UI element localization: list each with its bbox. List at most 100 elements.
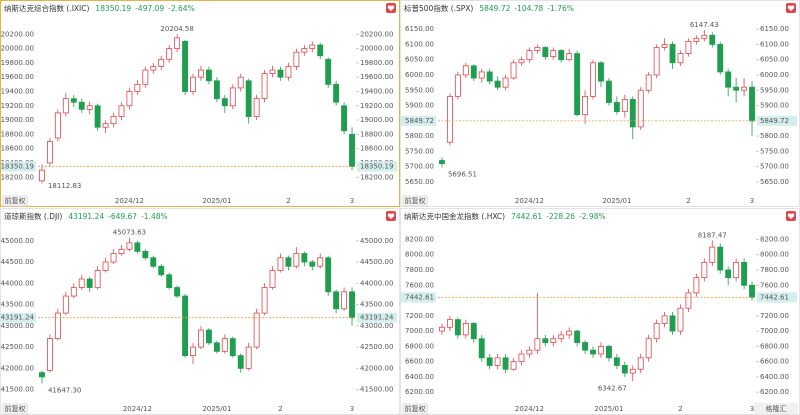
y-tick-label-left: 5750.00	[405, 147, 434, 155]
candle-body	[301, 253, 308, 263]
candle-body	[645, 338, 652, 359]
candle-body	[182, 41, 189, 92]
y-tick-label-right: 6400.00	[760, 373, 789, 381]
panel-frame	[400, 208, 800, 415]
price-tag-right: 5849.72	[760, 117, 789, 125]
candle-body	[534, 47, 541, 51]
price-tag-right-bg	[357, 312, 397, 323]
candle-body	[621, 365, 628, 374]
candle-body	[550, 50, 557, 58]
candle-body	[205, 329, 212, 344]
y-tick-label-left: 5700.00	[405, 163, 434, 171]
candle-body	[717, 246, 724, 271]
candle-body	[269, 69, 276, 75]
candle-body	[190, 76, 196, 92]
candle-body	[439, 326, 445, 332]
adjust-button-bg[interactable]	[2, 403, 28, 415]
y-tick-label-right: 20000.00	[360, 45, 393, 53]
y-tick-label-right: 7000.00	[760, 327, 789, 335]
adjust-button[interactable]: 前复权	[5, 404, 26, 413]
candle-body	[550, 338, 557, 343]
candle-body	[741, 261, 748, 286]
candle-body	[661, 315, 668, 324]
candle-body	[677, 307, 684, 332]
candle-body	[190, 346, 196, 356]
adjust-button[interactable]: 前复权	[405, 404, 426, 413]
candle-body	[166, 48, 173, 60]
favorite-heart	[787, 5, 795, 11]
candle-body	[198, 329, 204, 348]
candle-body	[677, 53, 684, 64]
adjust-button-bg[interactable]	[2, 195, 28, 207]
adjust-button[interactable]: 前复权	[5, 196, 26, 205]
candle-body	[542, 338, 549, 343]
y-tick-label-right: 6200.00	[760, 388, 789, 396]
price-tag-right: 7442.61	[760, 293, 789, 301]
candle-body	[645, 74, 652, 91]
candle-body	[598, 345, 604, 355]
price-tag-left-bg	[401, 292, 436, 303]
candle-body	[439, 160, 445, 164]
price-tag-left-bg	[1, 161, 36, 172]
candle-body	[102, 261, 109, 271]
candle-body	[613, 102, 620, 113]
y-tick-label-right: 44000.00	[360, 279, 393, 287]
candle-body	[70, 98, 77, 103]
candle-body	[78, 101, 85, 110]
y-tick-label-right: 5700.00	[760, 163, 789, 171]
candle-body	[590, 62, 596, 97]
x-tick-label: 2025/01	[202, 405, 231, 413]
x-tick-label: 2	[686, 197, 690, 205]
y-tick-label-left: 6100.00	[405, 40, 434, 48]
price-tag-left: 5849.72	[405, 117, 434, 125]
max-annotation: 20204.58	[160, 25, 193, 33]
candle-body	[669, 44, 676, 64]
price-tag-right: 18350.19	[360, 163, 393, 171]
candle-body	[653, 323, 660, 340]
candle-body	[725, 269, 732, 279]
candle-body	[261, 73, 268, 100]
adjust-button-bg[interactable]	[402, 195, 428, 207]
candle-body	[86, 278, 93, 288]
candle-body	[534, 338, 541, 351]
y-tick-label-right: 43000.00	[360, 322, 393, 330]
panel-header: 标普500指数 (.SPX) 5849.72 -104.78 -1.76%	[404, 3, 574, 13]
candle-body	[558, 50, 565, 61]
y-tick-label-left: 7000.00	[405, 327, 434, 335]
candle-body	[717, 44, 724, 73]
candle-body	[110, 253, 117, 263]
candle-body	[605, 345, 612, 359]
candle-body	[213, 80, 220, 100]
candle-body	[166, 274, 173, 288]
candle-body	[454, 74, 461, 97]
adjust-button-bg[interactable]	[402, 403, 428, 415]
candle-body	[118, 105, 125, 117]
price-tag-right: 43191.24	[360, 314, 394, 322]
last-price: 18350.19	[95, 4, 131, 13]
y-tick-label-right: 43500.00	[360, 301, 393, 309]
y-tick-label-right: 6150.00	[760, 25, 789, 33]
candle-body	[733, 86, 740, 91]
x-tick-label: 2	[678, 405, 682, 413]
index-title: 纳斯达克综合指数 (.IXIC)	[4, 3, 89, 13]
candle-body	[150, 257, 157, 267]
y-tick-label-right: 6100.00	[760, 40, 789, 48]
candle-body	[134, 242, 141, 252]
candle-body	[598, 62, 604, 82]
candle-body	[158, 265, 165, 276]
change: -104.78	[514, 4, 543, 13]
adjust-button[interactable]: 前复权	[405, 196, 426, 205]
candle-body	[39, 169, 45, 182]
y-tick-label-left: 45000.00	[1, 237, 34, 245]
candle-body	[502, 77, 509, 88]
y-tick-label-left: 6200.00	[405, 388, 434, 396]
candle-body	[582, 342, 589, 351]
candle-body	[341, 291, 348, 310]
last-price: 43191.24	[68, 212, 104, 221]
x-tick-label: 2025/01	[594, 405, 623, 413]
y-tick-label-left: 44500.00	[1, 258, 34, 266]
y-tick-label-right: 6050.00	[760, 56, 789, 64]
y-tick-label-left: 43500.00	[1, 301, 34, 309]
x-tick-label: 2024/12	[515, 405, 544, 413]
change: -497.09	[135, 4, 164, 13]
